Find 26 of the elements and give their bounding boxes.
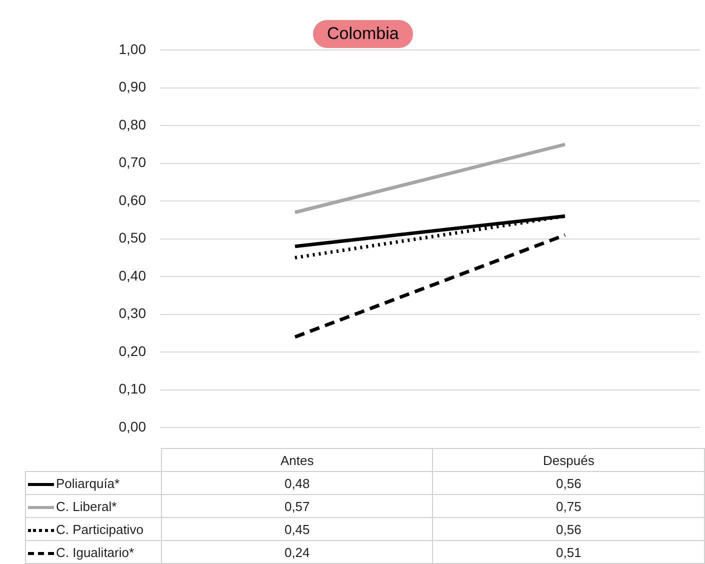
y-tick-label: 0,50 bbox=[118, 230, 146, 246]
y-tick-label: 0,70 bbox=[118, 154, 146, 170]
data-label: 0,56 bbox=[432, 518, 704, 540]
y-tick-label: 0,80 bbox=[118, 116, 146, 132]
y-tick-label: 0,10 bbox=[118, 380, 146, 397]
y-tick-label: 0,90 bbox=[118, 78, 146, 95]
y-tick-label: 0,60 bbox=[118, 192, 146, 208]
x-tick-label: Antes bbox=[161, 448, 433, 472]
legend-label: Poliarquía* bbox=[26, 472, 162, 494]
data-label: 0,48 bbox=[161, 472, 433, 494]
data-label: 0,45 bbox=[161, 518, 433, 540]
x-tick-label: Después bbox=[432, 448, 704, 472]
legend-label: C. Participativo bbox=[26, 518, 162, 540]
chart-title: Colombia bbox=[313, 20, 413, 48]
data-label: 0,57 bbox=[161, 494, 433, 518]
data-label: 0,51 bbox=[432, 540, 704, 564]
legend-label: C. Igualitario* bbox=[26, 540, 162, 564]
y-tick-label: 0,20 bbox=[118, 342, 146, 359]
legend-label: C. Liberal* bbox=[26, 494, 162, 518]
data-label: 0,75 bbox=[432, 494, 704, 518]
y-tick-label: 0,30 bbox=[118, 305, 146, 322]
y-tick-label: 1,00 bbox=[118, 40, 146, 57]
data-label: 0,24 bbox=[161, 540, 433, 564]
y-tick-label: 0,40 bbox=[118, 267, 146, 284]
y-tick-label: 0,00 bbox=[118, 418, 146, 434]
data-label: 0,56 bbox=[432, 472, 704, 494]
